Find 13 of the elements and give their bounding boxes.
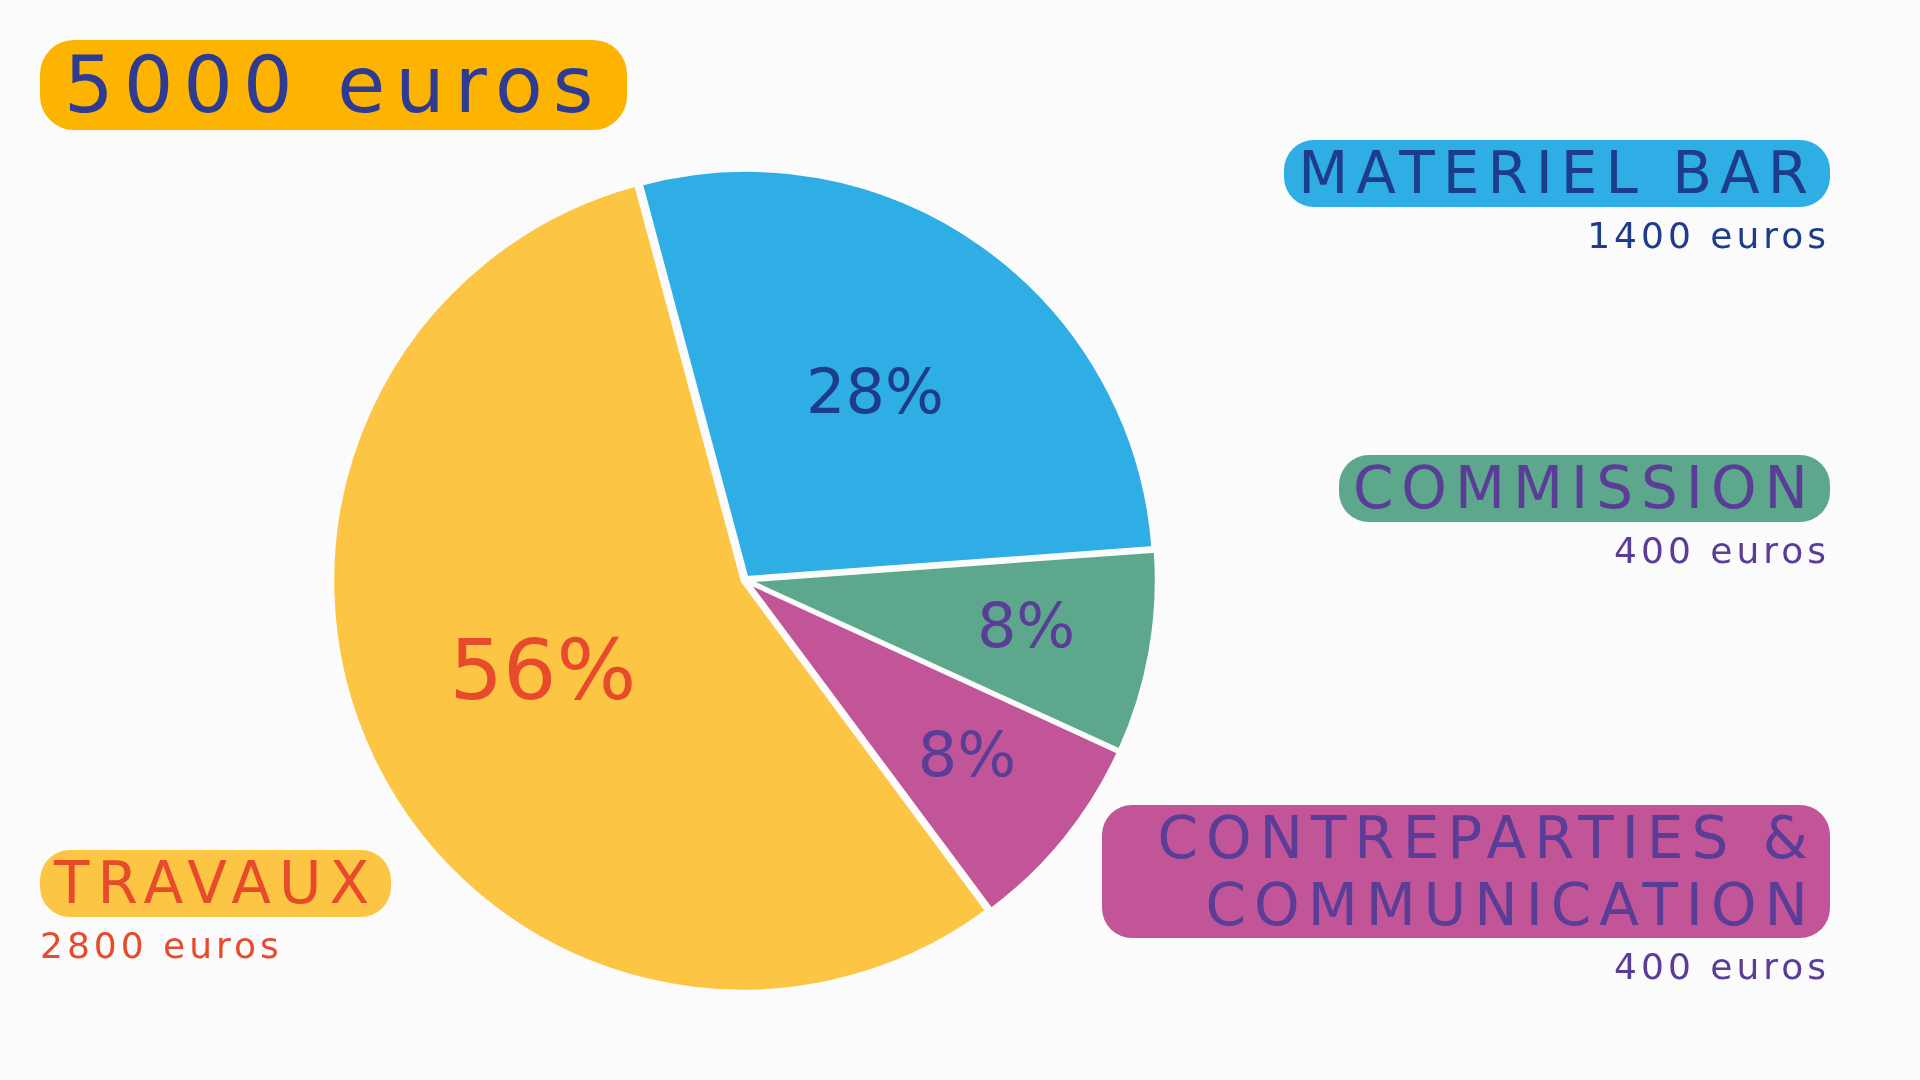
data-label: 28% bbox=[806, 355, 944, 429]
slice-label: COMMISSION bbox=[1338, 454, 1830, 522]
text: 2800 euros bbox=[40, 924, 284, 966]
text: 1400 euros bbox=[1586, 214, 1830, 256]
text: 400 euros bbox=[1613, 946, 1830, 988]
data-label: 56% bbox=[449, 621, 637, 720]
data-label: 8% bbox=[917, 717, 1017, 791]
data-label: 8% bbox=[976, 588, 1076, 662]
slice-label: MATERIEL BAR bbox=[1284, 139, 1830, 207]
text: 400 euros bbox=[1613, 529, 1830, 571]
slice-label: CONTREPARTIES & COMMUNICATION bbox=[1102, 804, 1830, 939]
chart-title: 5000 euros bbox=[40, 40, 628, 130]
slice-label: TRAVAUX bbox=[40, 849, 392, 917]
